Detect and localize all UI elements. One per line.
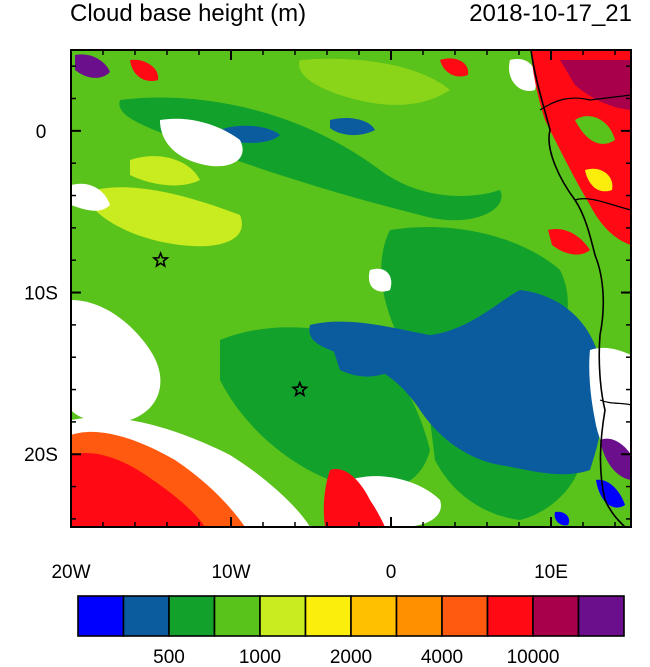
colorbar-box [304, 595, 352, 637]
colorbar-box [77, 595, 125, 637]
colorbar-box [577, 595, 625, 637]
cloud-patch [309, 290, 605, 475]
colorbar-box [350, 595, 398, 637]
colorbar-box [168, 595, 216, 637]
clear-sky-patch [368, 268, 392, 292]
cloud-patch [440, 58, 469, 77]
coastline [530, 50, 626, 527]
map-timestamp: 2018-10-17_21 [469, 0, 632, 27]
cloud-patch [323, 469, 385, 527]
x-tick-label: 20W [51, 562, 90, 583]
cloud-patch [600, 438, 631, 480]
y-tick-label: 10S [24, 284, 58, 305]
colorbar-box [532, 595, 580, 637]
site-markers [151, 251, 309, 397]
cloud-patch [95, 187, 242, 247]
axis-ticks: 20W 10W 0 10E 0 10S 20S [24, 50, 631, 583]
map-title: Cloud base height (m) [70, 0, 307, 27]
plot-frame [70, 49, 632, 528]
cloud-patch [75, 54, 110, 78]
cloud-patch [585, 168, 613, 192]
cloud-patch [575, 116, 615, 144]
clear-sky-patch [160, 118, 243, 167]
colorbar-box [213, 595, 261, 637]
colorbar-label: 500 [153, 647, 185, 667]
colorbar-label: 2000 [330, 647, 372, 667]
colorbar-label: 4000 [421, 647, 463, 667]
colorbar-box [395, 595, 443, 637]
x-tick-label: 10W [211, 562, 250, 583]
cloud-patch [130, 156, 200, 186]
cloud-patch [71, 452, 205, 527]
cloud-patch [330, 118, 375, 136]
cloud-patch [130, 59, 159, 82]
x-tick-label: 10E [534, 562, 568, 583]
cloud-patch [548, 229, 590, 255]
x-tick-label: 0 [386, 562, 397, 583]
cloud-field-layer [71, 50, 631, 527]
colorbar-label: 10000 [507, 647, 560, 667]
site-star [151, 251, 170, 268]
site-star [291, 380, 309, 397]
country-border [574, 198, 631, 211]
country-border [599, 399, 631, 406]
colorbar-box [122, 595, 170, 637]
colorbar-box [259, 595, 307, 637]
y-tick-label: 0 [36, 122, 47, 143]
country-border [539, 94, 631, 111]
cloud-patch [299, 58, 450, 105]
colorbar-label: 1000 [239, 647, 281, 667]
cloud-patch [554, 511, 570, 526]
y-tick-label: 20S [24, 445, 58, 466]
clear-sky-patch [71, 183, 110, 211]
cloud-patch [330, 336, 400, 377]
colorbar-box [486, 595, 534, 637]
clear-sky-patch [509, 59, 537, 91]
clear-sky-patch [71, 300, 161, 422]
colorbar: 500 1000 2000 4000 10000 [77, 595, 625, 667]
colorbar-box [441, 595, 489, 637]
